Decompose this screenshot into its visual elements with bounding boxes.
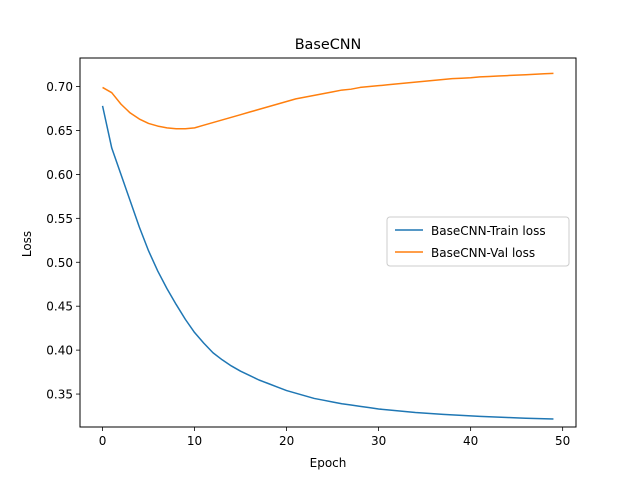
- y-tick-label: 0.40: [46, 344, 73, 358]
- y-tick-label: 0.60: [46, 168, 73, 182]
- y-tick-label: 0.55: [46, 212, 73, 226]
- x-tick-label: 50: [555, 434, 570, 448]
- legend: BaseCNN-Train loss BaseCNN-Val loss: [386, 216, 570, 267]
- series-line-train: [101, 105, 554, 420]
- y-tick-label: 0.45: [46, 300, 73, 314]
- y-axis-ticks: 0.35 0.40 0.45 0.50 0.55 0.60 0.65 0.70: [46, 80, 80, 402]
- y-axis-label: Loss: [20, 231, 34, 257]
- y-tick-label: 0.50: [46, 256, 73, 270]
- x-axis-label: Epoch: [310, 456, 347, 470]
- y-tick-label: 0.70: [46, 80, 73, 94]
- y-tick-label: 0.65: [46, 124, 73, 138]
- legend-box: [386, 216, 570, 267]
- plot-lines: [101, 72, 554, 420]
- legend-label-train: BaseCNN-Train loss: [431, 224, 546, 238]
- plot-frame: [79, 57, 577, 428]
- x-tick-label: 40: [463, 434, 478, 448]
- x-tick-label: 30: [371, 434, 386, 448]
- x-tick-label: 20: [279, 434, 294, 448]
- legend-label-val: BaseCNN-Val loss: [431, 246, 535, 260]
- y-tick-label: 0.35: [46, 388, 73, 402]
- x-tick-label: 0: [99, 434, 107, 448]
- x-axis-ticks: 0 10 20 30 40 50: [99, 427, 570, 448]
- x-tick-label: 10: [187, 434, 202, 448]
- series-line-val: [102, 72, 554, 130]
- chart-title: BaseCNN: [295, 37, 362, 53]
